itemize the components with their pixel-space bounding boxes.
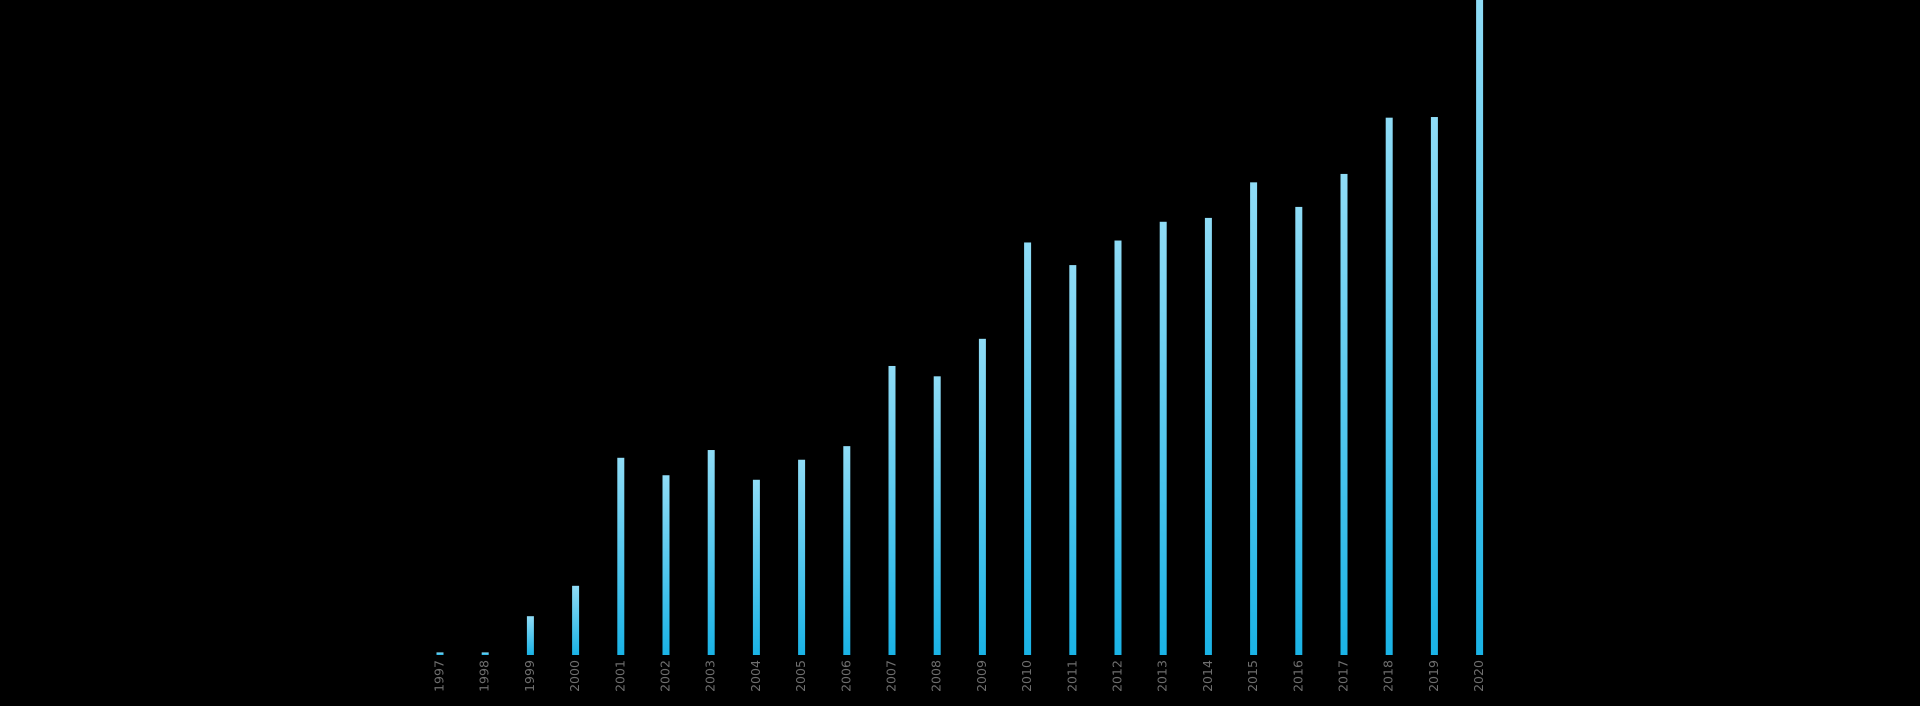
bar-2003 [707, 450, 715, 655]
bar-2002 [662, 475, 670, 655]
bar-2007 [888, 365, 896, 655]
x-tick-label: 2018 [1381, 660, 1396, 692]
x-tick-label: 2007 [884, 660, 899, 692]
x-tick-label: 2009 [974, 660, 989, 692]
x-tick-label: 1997 [432, 660, 447, 692]
bar-2001 [617, 457, 625, 655]
x-tick-label: 2008 [929, 660, 944, 692]
bar-2014 [1204, 217, 1212, 655]
x-tick-label: 2001 [612, 660, 627, 692]
x-tick-label: 2010 [1019, 660, 1034, 692]
x-tick-label: 2016 [1290, 660, 1305, 692]
bar-2020 [1476, 0, 1484, 655]
bar-2006 [843, 446, 851, 655]
bar-2010 [1024, 242, 1032, 655]
bar-2000 [572, 585, 580, 655]
bar-2011 [1069, 265, 1077, 655]
x-tick-label: 2017 [1336, 660, 1351, 692]
bar-1997 [436, 652, 444, 655]
bar-2018 [1385, 117, 1393, 656]
x-tick-label: 2015 [1245, 660, 1260, 692]
bar-2004 [752, 479, 760, 655]
x-tick-label: 2012 [1110, 660, 1125, 692]
x-tick-label: 1999 [522, 660, 537, 692]
x-tick-label: 2003 [703, 660, 718, 692]
bar-2019 [1430, 117, 1438, 655]
bar-1999 [526, 616, 534, 655]
x-tick-label: 1998 [477, 660, 492, 692]
x-tick-label: 2000 [567, 660, 582, 692]
x-tick-label: 2013 [1155, 660, 1170, 692]
bar-series [436, 0, 1484, 656]
x-tick-label: 2004 [748, 660, 763, 692]
bar-2013 [1159, 221, 1167, 655]
x-tick-label: 2020 [1471, 660, 1486, 692]
bar-2012 [1114, 240, 1122, 655]
x-tick-label: 2011 [1064, 660, 1079, 692]
bar-2017 [1340, 173, 1348, 655]
bar-2016 [1295, 206, 1303, 655]
x-tick-label: 2005 [793, 660, 808, 692]
bar-2015 [1250, 182, 1258, 655]
bar-2005 [798, 459, 806, 655]
x-tick-label: 2002 [658, 660, 673, 692]
x-tick-label: 2006 [838, 660, 853, 692]
x-axis-tick-labels: 1997 1998 1999 2000 2001 2002 2003 2004 2005 2006… [432, 660, 1487, 692]
bar-2009 [978, 338, 986, 655]
x-tick-label: 2019 [1426, 660, 1441, 692]
x-tick-label: 2014 [1200, 660, 1215, 692]
bar-2008 [933, 376, 941, 655]
bar-1998 [481, 652, 489, 655]
